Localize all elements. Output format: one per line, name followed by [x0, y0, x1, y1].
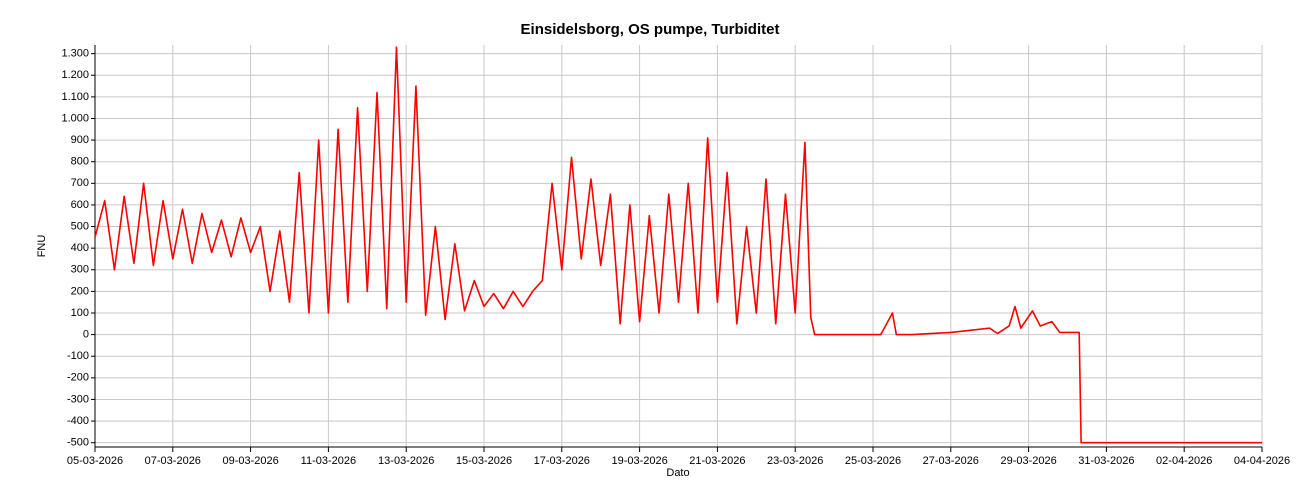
y-tick-label: -100: [67, 350, 89, 362]
y-tick-label: 700: [71, 177, 89, 189]
y-tick-label: 600: [71, 199, 89, 211]
x-tick-label: 23-03-2026: [767, 455, 823, 467]
y-tick-label: 100: [71, 307, 89, 319]
data-line: [94, 46, 1262, 444]
y-tick-label: 0: [83, 329, 89, 341]
chart-title: Einsidelsborg, OS pumpe, Turbiditet: [521, 21, 780, 38]
y-tick-label: -500: [67, 437, 89, 449]
y-tick-label: 1.300: [61, 48, 89, 60]
y-tick-label: 500: [71, 220, 89, 232]
y-tick-label: 1.000: [61, 112, 89, 124]
y-tick-label: 900: [71, 134, 89, 146]
y-tick-label: 1.200: [61, 69, 89, 81]
x-tick-label: 31-03-2026: [1078, 455, 1134, 467]
x-tick-label: 07-03-2026: [145, 455, 201, 467]
y-tick-label: -200: [67, 372, 89, 384]
x-tick-label: 19-03-2026: [611, 455, 667, 467]
x-tick-label: 17-03-2026: [534, 455, 590, 467]
x-tick-label: 05-03-2026: [67, 455, 123, 467]
y-tick-label: -300: [67, 393, 89, 405]
y-tick-label: 200: [71, 285, 89, 297]
y-tick-label: 300: [71, 264, 89, 276]
x-tick-label: 15-03-2026: [456, 455, 512, 467]
y-tick-label: 1.100: [61, 91, 89, 103]
x-tick-label: 21-03-2026: [689, 455, 745, 467]
y-axis-label: FNU: [36, 235, 48, 258]
x-tick-label: 09-03-2026: [222, 455, 278, 467]
y-tick-label: 800: [71, 156, 89, 168]
y-tick-label: -400: [67, 415, 89, 427]
x-tick-label: 02-04-2026: [1156, 455, 1212, 467]
x-tick-label: 27-03-2026: [923, 455, 979, 467]
y-tick-label: 400: [71, 242, 89, 254]
x-tick-label: 29-03-2026: [1000, 455, 1056, 467]
x-tick-label: 04-04-2026: [1234, 455, 1290, 467]
x-tick-label: 13-03-2026: [378, 455, 434, 467]
x-tick-label: 11-03-2026: [301, 455, 356, 467]
x-axis-label: Dato: [666, 467, 689, 479]
x-tick-label: 25-03-2026: [845, 455, 901, 467]
